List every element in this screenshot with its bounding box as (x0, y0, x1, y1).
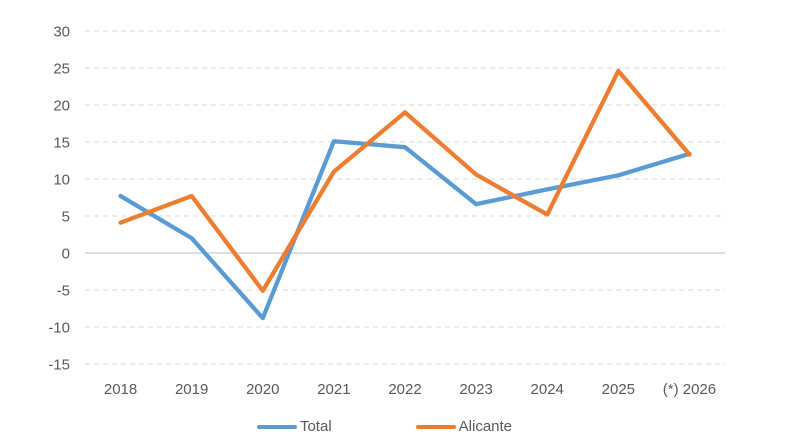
legend-item-alicante: Alicante (415, 417, 513, 437)
y-axis-tick-label: 5 (62, 208, 70, 225)
x-axis-tick-label: 2025 (602, 381, 635, 398)
y-axis-tick-label: -5 (57, 282, 70, 299)
y-axis-tick-label: 0 (62, 245, 70, 262)
y-axis-tick-label: 20 (53, 97, 70, 114)
legend-item-total: Total (256, 417, 332, 437)
x-axis-tick-label: 2023 (459, 381, 492, 398)
x-axis-tick-label: 2021 (317, 381, 350, 398)
x-axis-tick-label: 2024 (531, 381, 564, 398)
total-series-swatch (256, 425, 297, 429)
y-axis-tick-label: -10 (48, 319, 70, 336)
y-axis-tick-label: 15 (53, 134, 70, 151)
x-axis-tick-label: 2022 (388, 381, 421, 398)
x-axis-tick-label: 2020 (246, 381, 279, 398)
alicante-series-label: Alicante (458, 418, 513, 435)
y-axis-tick-label: 10 (53, 171, 70, 188)
series-line-total (118, 139, 692, 321)
x-axis-tick-label: (*) 2026 (663, 381, 716, 398)
y-axis-tick-label: -15 (48, 356, 70, 373)
legend: Total Alicante (0, 417, 787, 437)
series-line-alicante (118, 68, 692, 293)
y-axis-tick-label: 25 (53, 60, 70, 77)
x-axis-tick-label: 2019 (175, 381, 208, 398)
total-series-label: Total (299, 418, 332, 435)
alicante-series-swatch (415, 425, 456, 429)
y-axis-tick-label: 30 (53, 23, 70, 40)
x-axis-tick-label: 2018 (104, 381, 137, 398)
